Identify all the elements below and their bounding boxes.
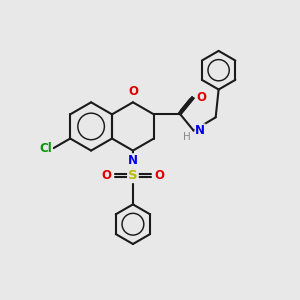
Text: O: O: [128, 85, 138, 98]
Text: O: O: [196, 91, 206, 104]
Text: O: O: [154, 169, 164, 182]
Text: S: S: [128, 169, 138, 182]
Text: Cl: Cl: [39, 142, 52, 154]
Text: N: N: [195, 124, 205, 137]
Text: N: N: [128, 154, 138, 167]
Text: H: H: [184, 132, 191, 142]
Text: O: O: [102, 169, 112, 182]
